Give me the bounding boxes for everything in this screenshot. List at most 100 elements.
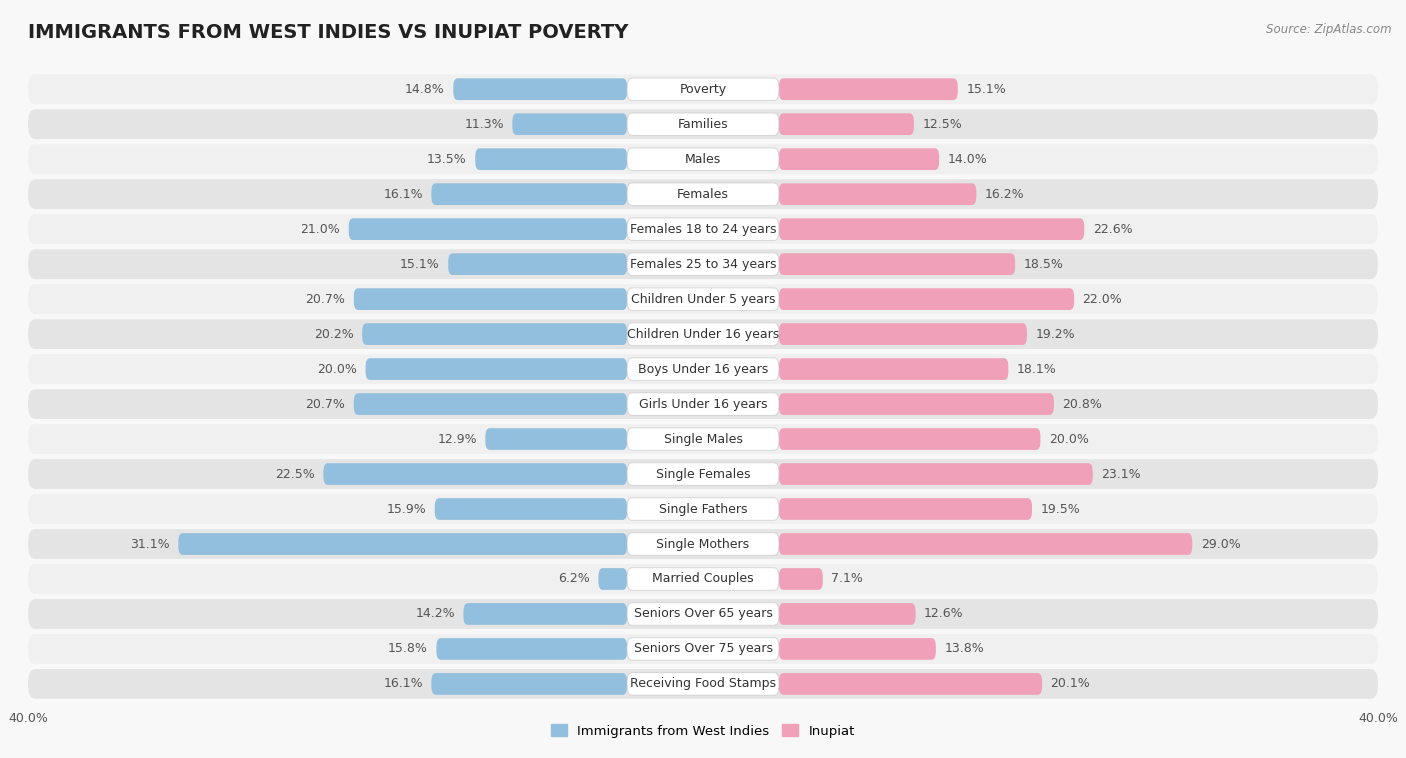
FancyBboxPatch shape — [627, 463, 779, 485]
FancyBboxPatch shape — [627, 358, 779, 381]
Text: 14.8%: 14.8% — [405, 83, 444, 96]
FancyBboxPatch shape — [627, 183, 779, 205]
Text: Boys Under 16 years: Boys Under 16 years — [638, 362, 768, 375]
Text: 16.1%: 16.1% — [384, 678, 423, 691]
FancyBboxPatch shape — [627, 498, 779, 520]
Text: 19.2%: 19.2% — [1035, 327, 1076, 340]
FancyBboxPatch shape — [28, 144, 1378, 174]
Text: 18.5%: 18.5% — [1024, 258, 1063, 271]
Text: 14.2%: 14.2% — [415, 607, 456, 621]
FancyBboxPatch shape — [779, 114, 914, 135]
FancyBboxPatch shape — [363, 323, 627, 345]
Text: Females: Females — [678, 188, 728, 201]
FancyBboxPatch shape — [28, 215, 1378, 244]
FancyBboxPatch shape — [627, 218, 779, 240]
FancyBboxPatch shape — [779, 463, 1092, 485]
FancyBboxPatch shape — [779, 359, 1008, 380]
Text: 11.3%: 11.3% — [464, 117, 503, 130]
FancyBboxPatch shape — [779, 603, 915, 625]
Text: Single Fathers: Single Fathers — [659, 503, 747, 515]
FancyBboxPatch shape — [627, 568, 779, 590]
FancyBboxPatch shape — [779, 638, 936, 659]
Text: 20.0%: 20.0% — [318, 362, 357, 375]
FancyBboxPatch shape — [779, 498, 1032, 520]
FancyBboxPatch shape — [779, 673, 1042, 695]
FancyBboxPatch shape — [475, 149, 627, 170]
Text: Families: Families — [678, 117, 728, 130]
FancyBboxPatch shape — [366, 359, 627, 380]
FancyBboxPatch shape — [28, 354, 1378, 384]
Text: 18.1%: 18.1% — [1017, 362, 1056, 375]
FancyBboxPatch shape — [779, 533, 1192, 555]
Text: 22.5%: 22.5% — [276, 468, 315, 481]
Text: Source: ZipAtlas.com: Source: ZipAtlas.com — [1267, 23, 1392, 36]
Text: 7.1%: 7.1% — [831, 572, 863, 585]
Text: 16.1%: 16.1% — [384, 188, 423, 201]
Text: Single Females: Single Females — [655, 468, 751, 481]
FancyBboxPatch shape — [432, 183, 627, 205]
Text: 16.2%: 16.2% — [984, 188, 1025, 201]
FancyBboxPatch shape — [28, 319, 1378, 349]
FancyBboxPatch shape — [349, 218, 627, 240]
FancyBboxPatch shape — [432, 673, 627, 695]
Text: Females 18 to 24 years: Females 18 to 24 years — [630, 223, 776, 236]
Text: 31.1%: 31.1% — [131, 537, 170, 550]
Legend: Immigrants from West Indies, Inupiat: Immigrants from West Indies, Inupiat — [546, 719, 860, 743]
Text: 22.6%: 22.6% — [1092, 223, 1132, 236]
Text: Children Under 16 years: Children Under 16 years — [627, 327, 779, 340]
Text: 22.0%: 22.0% — [1083, 293, 1122, 305]
FancyBboxPatch shape — [354, 288, 627, 310]
Text: Receiving Food Stamps: Receiving Food Stamps — [630, 678, 776, 691]
FancyBboxPatch shape — [28, 494, 1378, 524]
Text: 29.0%: 29.0% — [1201, 537, 1240, 550]
FancyBboxPatch shape — [28, 564, 1378, 594]
FancyBboxPatch shape — [28, 459, 1378, 489]
Text: IMMIGRANTS FROM WEST INDIES VS INUPIAT POVERTY: IMMIGRANTS FROM WEST INDIES VS INUPIAT P… — [28, 23, 628, 42]
FancyBboxPatch shape — [779, 288, 1074, 310]
FancyBboxPatch shape — [779, 428, 1040, 450]
FancyBboxPatch shape — [449, 253, 627, 275]
FancyBboxPatch shape — [28, 634, 1378, 664]
FancyBboxPatch shape — [28, 109, 1378, 139]
Text: Females 25 to 34 years: Females 25 to 34 years — [630, 258, 776, 271]
Text: 15.9%: 15.9% — [387, 503, 426, 515]
Text: 12.5%: 12.5% — [922, 117, 962, 130]
FancyBboxPatch shape — [779, 393, 1054, 415]
Text: 6.2%: 6.2% — [558, 572, 591, 585]
FancyBboxPatch shape — [779, 323, 1026, 345]
Text: 20.1%: 20.1% — [1050, 678, 1090, 691]
FancyBboxPatch shape — [627, 428, 779, 450]
Text: Seniors Over 65 years: Seniors Over 65 years — [634, 607, 772, 621]
Text: 20.7%: 20.7% — [305, 293, 346, 305]
Text: 20.8%: 20.8% — [1063, 398, 1102, 411]
FancyBboxPatch shape — [779, 253, 1015, 275]
FancyBboxPatch shape — [627, 253, 779, 275]
FancyBboxPatch shape — [28, 389, 1378, 419]
FancyBboxPatch shape — [436, 638, 627, 659]
FancyBboxPatch shape — [28, 529, 1378, 559]
Text: Poverty: Poverty — [679, 83, 727, 96]
FancyBboxPatch shape — [179, 533, 627, 555]
FancyBboxPatch shape — [627, 78, 779, 100]
Text: Seniors Over 75 years: Seniors Over 75 years — [634, 643, 772, 656]
FancyBboxPatch shape — [627, 148, 779, 171]
FancyBboxPatch shape — [485, 428, 627, 450]
Text: 13.8%: 13.8% — [945, 643, 984, 656]
Text: Girls Under 16 years: Girls Under 16 years — [638, 398, 768, 411]
Text: 15.1%: 15.1% — [966, 83, 1005, 96]
Text: 15.1%: 15.1% — [401, 258, 440, 271]
Text: 14.0%: 14.0% — [948, 152, 987, 166]
FancyBboxPatch shape — [28, 669, 1378, 699]
FancyBboxPatch shape — [779, 568, 823, 590]
Text: 21.0%: 21.0% — [301, 223, 340, 236]
FancyBboxPatch shape — [627, 288, 779, 310]
Text: 12.6%: 12.6% — [924, 607, 963, 621]
Text: 20.2%: 20.2% — [314, 327, 354, 340]
Text: 13.5%: 13.5% — [427, 152, 467, 166]
FancyBboxPatch shape — [627, 673, 779, 695]
Text: 20.0%: 20.0% — [1049, 433, 1088, 446]
FancyBboxPatch shape — [599, 568, 627, 590]
FancyBboxPatch shape — [627, 637, 779, 660]
Text: 23.1%: 23.1% — [1101, 468, 1140, 481]
FancyBboxPatch shape — [354, 393, 627, 415]
